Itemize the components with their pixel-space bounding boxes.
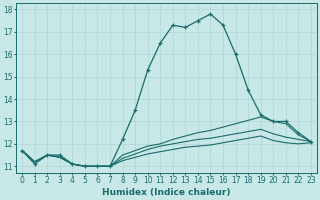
X-axis label: Humidex (Indice chaleur): Humidex (Indice chaleur) [102, 188, 231, 197]
